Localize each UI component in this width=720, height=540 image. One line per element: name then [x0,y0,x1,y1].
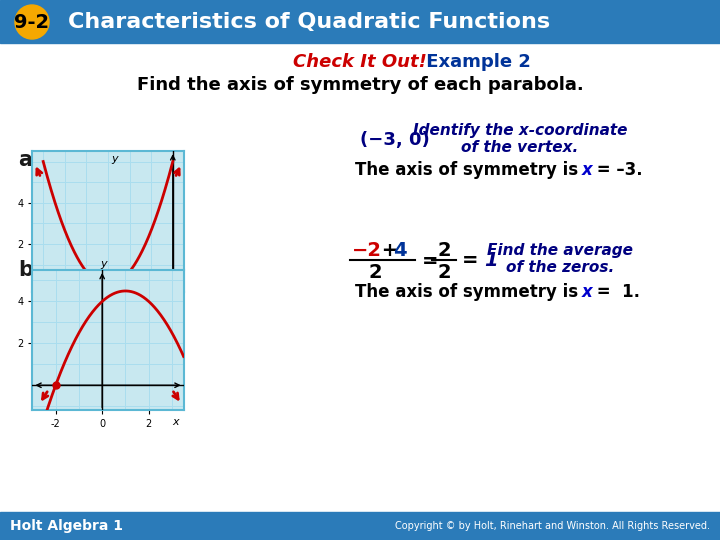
Bar [0,0,720,43]
Text: The axis of symmetry is: The axis of symmetry is [355,283,584,301]
Text: 2: 2 [437,262,451,281]
Text: of the vertex.: of the vertex. [462,139,579,154]
Text: =: = [462,252,485,271]
Text: a.: a. [18,150,40,170]
Text: Check It Out!: Check It Out! [293,53,427,71]
Circle shape [15,5,49,39]
Text: Characteristics of Quadratic Functions: Characteristics of Quadratic Functions [68,12,550,32]
Text: Find the average: Find the average [487,242,633,258]
Text: Example 2: Example 2 [420,53,531,71]
Text: y: y [111,154,117,164]
Text: = –3.: = –3. [591,161,643,179]
Text: 2: 2 [368,262,382,281]
Text: of the zeros.: of the zeros. [506,260,614,275]
Text: x: x [582,283,593,301]
Text: Holt Algebra 1: Holt Algebra 1 [10,519,123,533]
Text: x: x [94,302,101,313]
Text: Identify the x-coordinate: Identify the x-coordinate [413,123,627,138]
Text: 1: 1 [484,252,498,271]
Text: 9-2: 9-2 [14,12,50,31]
Text: =  1.: = 1. [591,283,640,301]
Text: The axis of symmetry is: The axis of symmetry is [355,161,584,179]
Text: x: x [582,161,593,179]
Text: Find the axis of symmetry of each parabola.: Find the axis of symmetry of each parabo… [137,76,583,94]
Text: +: + [375,240,405,260]
Bar [0,512,720,540]
Bar [0,42,720,512]
Text: 2: 2 [437,240,451,260]
Text: y: y [101,259,107,268]
Text: −2: −2 [352,240,382,260]
Text: b.: b. [18,260,41,280]
Text: 4: 4 [393,240,407,260]
Text: x: x [172,417,179,427]
Text: =: = [422,252,438,271]
Text: Copyright © by Holt, Rinehart and Winston. All Rights Reserved.: Copyright © by Holt, Rinehart and Winsto… [395,521,710,531]
Text: (−3, 0): (−3, 0) [360,131,430,149]
